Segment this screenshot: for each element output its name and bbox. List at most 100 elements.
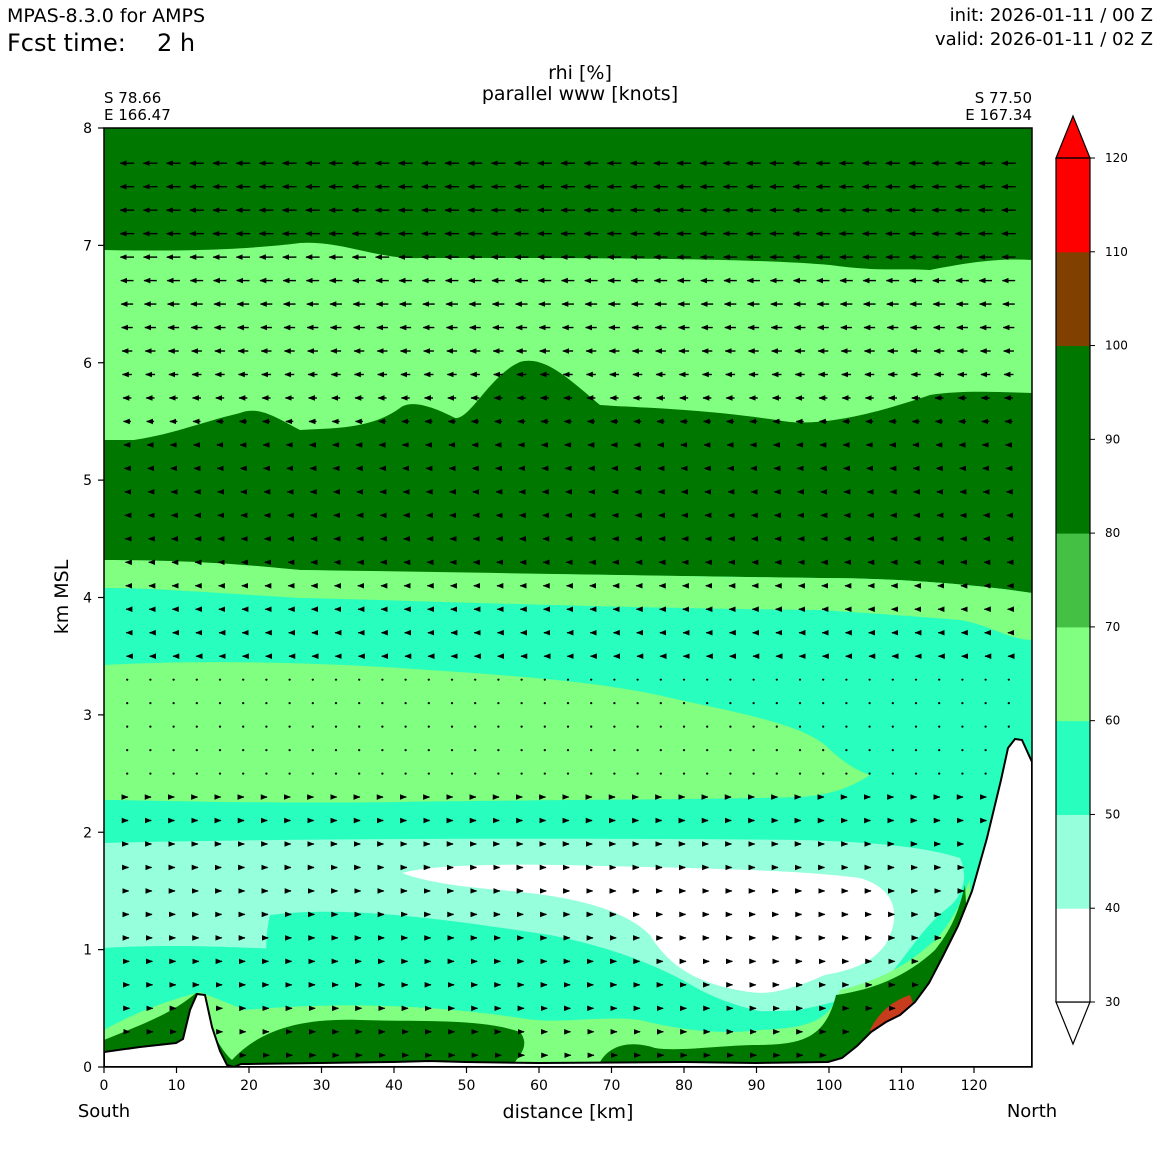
wind-vector [126, 725, 129, 728]
wind-vector [914, 748, 918, 752]
wind-vector [543, 702, 546, 705]
colorbar-tick-label: 100 [1105, 339, 1128, 353]
forecast-time-label: Fcst time: [7, 29, 126, 57]
colorbar-segment [1056, 626, 1090, 722]
wind-vector [752, 678, 755, 681]
wind-vector [218, 678, 222, 681]
y-tick-label: 2 [83, 825, 92, 841]
colorbar-tick-label: 50 [1105, 807, 1120, 821]
wind-vector [891, 725, 894, 728]
wind-vector [381, 702, 384, 705]
wind-vector [381, 725, 384, 728]
wind-vector [938, 725, 941, 728]
x-tick-label: 120 [961, 1078, 988, 1094]
wind-vector [984, 772, 987, 775]
wind-vector [404, 748, 407, 752]
wind-vector [590, 678, 593, 681]
colorbar-tick-label: 80 [1105, 526, 1120, 540]
wind-vector [334, 678, 338, 681]
wind-vector [474, 748, 477, 752]
wind-vector [845, 772, 848, 775]
wind-vector [265, 725, 268, 728]
wind-vector [427, 748, 430, 752]
x-tick-label: 10 [168, 1078, 186, 1094]
wind-vector [590, 725, 593, 728]
wind-vector [311, 725, 314, 728]
wind-vector [265, 678, 268, 681]
wind-vector [450, 702, 454, 705]
wind-vector [497, 702, 500, 705]
x-tick-label: 80 [675, 1078, 693, 1094]
wind-vector [729, 702, 732, 705]
wind-vector [636, 772, 639, 775]
wind-vector [358, 772, 361, 775]
wind-vector [798, 772, 802, 775]
wind-vector [984, 748, 987, 752]
wind-vector [706, 748, 709, 752]
colorbar: 30 40 50 60 70 80 90 100 110 120 [1055, 114, 1128, 1046]
wind-vector [984, 725, 987, 728]
colorbar-segment [1056, 533, 1090, 628]
wind-vector [984, 678, 987, 681]
wind-vector [613, 748, 616, 752]
wind-vector [682, 725, 686, 728]
wind-vector [961, 748, 964, 752]
colorbar-tick-label: 40 [1105, 901, 1120, 915]
wind-vector [938, 678, 941, 681]
start-lon-label: E 166.47 [104, 106, 171, 124]
wind-vector [520, 678, 523, 681]
wind-vector [590, 748, 593, 752]
wind-vector [242, 748, 245, 752]
wind-vector [891, 702, 894, 705]
colorbar-tick-label: 120 [1105, 151, 1128, 165]
rhi-band-mid-light [104, 560, 1032, 640]
wind-vector [891, 678, 894, 681]
init-time: init: 2026-01-11 / 00 Z [949, 5, 1153, 26]
wind-vector [822, 678, 825, 681]
wind-vector [636, 748, 639, 752]
wind-vector [311, 772, 314, 775]
x-tick-label: 60 [530, 1078, 548, 1094]
rhi-band-bottom-dark [104, 885, 975, 1067]
wind-vector [636, 702, 639, 705]
wind-vector [265, 748, 268, 752]
wind-vector [566, 725, 570, 728]
wind-vector [961, 725, 964, 728]
wind-vector [590, 772, 593, 775]
wind-vector [636, 678, 639, 681]
colorbar-tick-label: 110 [1105, 245, 1128, 259]
wind-vector [288, 702, 291, 705]
wind-vector [520, 725, 523, 728]
wind-vector [334, 772, 338, 775]
wind-vector [172, 702, 175, 705]
wind-vector [172, 772, 175, 775]
wind-vector [613, 772, 616, 775]
wind-vector [334, 725, 338, 728]
wind-vector [358, 678, 361, 681]
wind-vector [311, 748, 314, 752]
wind-vector [149, 702, 152, 705]
wind-vector [149, 678, 152, 681]
rhi-band-aqua-bowl [266, 911, 830, 1042]
wind-vector [798, 725, 802, 728]
wind-vector [1007, 725, 1010, 728]
colorbar-segment [1056, 345, 1090, 440]
wind-vector [474, 702, 477, 705]
wind-vector [242, 702, 245, 705]
wind-vector [868, 702, 871, 705]
wind-vector [149, 748, 152, 752]
x-tick-label: 50 [458, 1078, 476, 1094]
wind-vector [195, 772, 198, 775]
wind-vector [566, 772, 570, 775]
wind-vector [520, 772, 523, 775]
wind-vector [636, 725, 639, 728]
y-tick-label: 6 [83, 356, 92, 372]
x-tick-label: 90 [748, 1078, 766, 1094]
wind-vector [474, 725, 477, 728]
wind-vector [845, 678, 848, 681]
wind-vector [288, 678, 291, 681]
wind-vector [381, 772, 384, 775]
colorbar-tick-label: 70 [1105, 620, 1120, 634]
wind-vector [149, 725, 152, 728]
wind-vector [659, 772, 662, 775]
